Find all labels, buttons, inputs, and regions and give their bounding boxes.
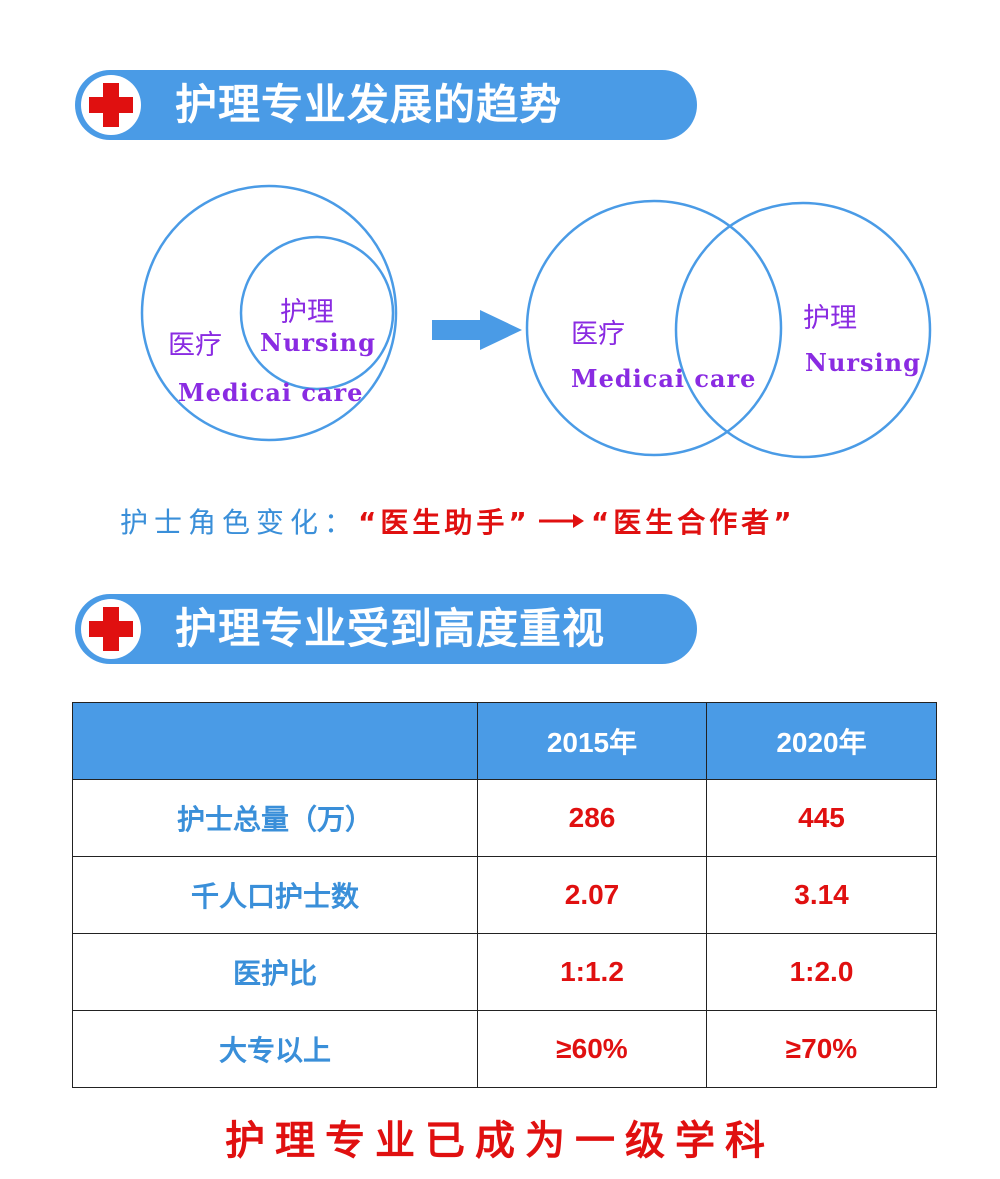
role-change-line: 护士角色变化： “医生助手” “医生合作者”	[120, 496, 796, 546]
table-row: 大专以上 ≥60% ≥70%	[72, 1010, 937, 1088]
row-label: 医护比	[72, 933, 478, 1011]
label-nursing-en-after: Nursing	[805, 348, 921, 377]
section-title: 护理专业受到高度重视	[175, 604, 606, 653]
table-row: 千人口护士数 2.07 3.14	[72, 856, 937, 934]
cell-2020: 1:2.0	[706, 933, 937, 1011]
label-medical-en-after: Medicai care	[571, 364, 757, 393]
row-label: 护士总量（万）	[72, 779, 478, 857]
outer-circle-medical	[140, 184, 398, 442]
cell-2020: 445	[706, 779, 937, 857]
cell-2015: 1:1.2	[477, 933, 707, 1011]
label-nursing-en: Nursing	[260, 328, 376, 357]
role-change-prefix: 护士角色变化：	[120, 506, 359, 539]
label-medical-en: Medicai care	[178, 378, 364, 407]
section-banner-importance: 护理专业受到高度重视	[75, 594, 697, 664]
section-title: 护理专业发展的趋势	[175, 80, 563, 129]
label-medical-cn: 医疗	[168, 330, 222, 361]
left-circle-medical	[525, 199, 783, 457]
header-cell-2020: 2020年	[706, 702, 937, 780]
cell-2015: 286	[477, 779, 707, 857]
table-row: 医护比 1:1.2 1:2.0	[72, 933, 937, 1011]
role-from: “医生助手”	[358, 506, 531, 539]
right-circle-nursing	[674, 201, 932, 459]
cell-2015: 2.07	[477, 856, 707, 934]
table-header-row: 2015年 2020年	[72, 702, 937, 780]
right-arrow-icon	[538, 514, 584, 528]
label-medical-cn-after: 医疗	[571, 319, 625, 350]
cell-2020: 3.14	[706, 856, 937, 934]
nursing-stats-table: 2015年 2020年 护士总量（万） 286 445 千人口护士数 2.07 …	[72, 702, 937, 1088]
red-cross-icon	[81, 75, 141, 135]
table-row: 护士总量（万） 286 445	[72, 779, 937, 857]
cell-2015: ≥60%	[477, 1010, 707, 1088]
header-cell-2015: 2015年	[477, 702, 707, 780]
row-label: 大专以上	[72, 1010, 478, 1088]
label-nursing-cn: 护理	[280, 297, 334, 328]
role-to: “医生合作者”	[590, 506, 796, 539]
nursing-trend-diagram: 医疗 Medicai care 护理 Nursing 医疗 Medicai ca…	[0, 180, 1000, 470]
inner-circle-nursing	[239, 235, 395, 391]
row-label: 千人口护士数	[72, 856, 478, 934]
section-banner-trend: 护理专业发展的趋势	[75, 70, 697, 140]
red-cross-icon	[81, 599, 141, 659]
cell-2020: ≥70%	[706, 1010, 937, 1088]
header-cell-empty	[72, 702, 478, 780]
label-nursing-cn-after: 护理	[803, 303, 857, 334]
right-arrow-icon	[432, 310, 522, 350]
footer-slogan: 护理专业已成为一级学科	[225, 1118, 775, 1164]
